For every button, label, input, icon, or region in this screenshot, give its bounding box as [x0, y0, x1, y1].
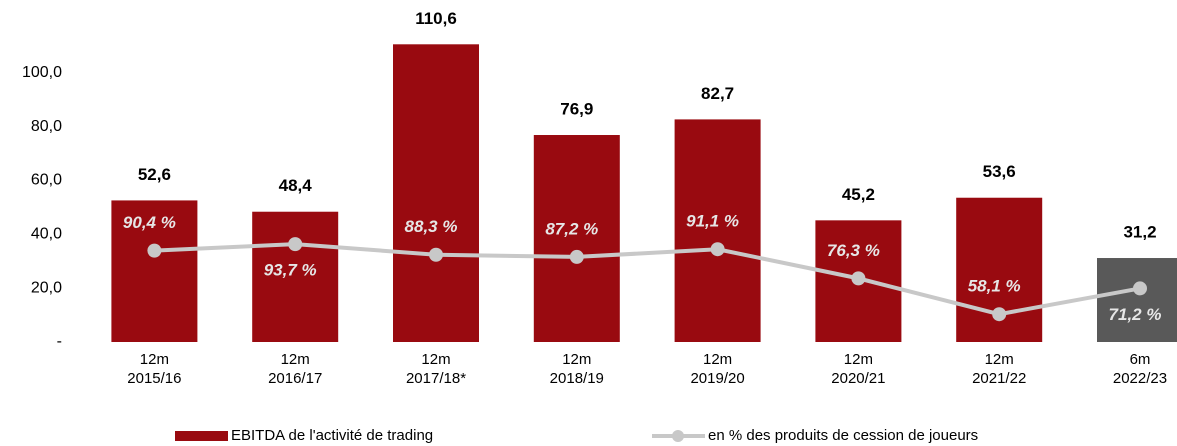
data-label: 48,4 [279, 176, 313, 195]
data-label: 71,2 % [1109, 305, 1162, 324]
bar [533, 135, 620, 342]
line-point [429, 247, 443, 262]
y-tick-label: 100,0 [22, 64, 62, 81]
x-tick-label: 6m 2022/23 [1112, 351, 1168, 387]
x-tick-label: 12m 2016/17 [268, 351, 323, 387]
bar [111, 200, 198, 342]
data-label: 82,7 [701, 84, 734, 103]
data-label: 31,2 [1123, 223, 1156, 242]
data-label: 45,2 [842, 185, 875, 204]
legend-label: EBITDA de l'activité de trading [231, 427, 433, 444]
y-tick-label: 40,0 [31, 226, 62, 243]
y-tick-label: 20,0 [31, 279, 62, 296]
bar [674, 119, 761, 342]
line-point [710, 242, 725, 257]
line [154, 242, 1141, 317]
y-tick-label: 80,0 [31, 118, 62, 135]
data-label: 52,6 [138, 165, 171, 184]
x-tick-label: 12m 2018/19 [549, 351, 604, 387]
x-tick-label: 12m 2019/20 [690, 351, 745, 387]
data-label: 88,3 % [405, 217, 458, 236]
data-label: 91,1 % [686, 212, 739, 231]
line-point [1133, 281, 1147, 296]
bar [1097, 258, 1177, 342]
line-point [288, 237, 303, 252]
x-tick-label: 12m 2020/21 [831, 351, 886, 387]
y-tick-label: - [57, 333, 62, 350]
x-tick-label: 12m 2017/18* [405, 351, 467, 387]
data-label: 76,9 [560, 99, 593, 118]
data-label: 93,7 % [264, 261, 317, 280]
legend-swatch [672, 430, 684, 442]
data-label: 110,6 [415, 9, 457, 28]
legend-swatch [175, 431, 228, 441]
y-tick-label: 60,0 [31, 172, 62, 189]
line-point [851, 271, 866, 286]
line-point [569, 249, 584, 264]
bar [393, 44, 479, 342]
line-point [992, 307, 1007, 322]
data-label: 53,6 [983, 162, 1016, 181]
x-tick-label: 12m 2021/22 [972, 351, 1027, 387]
data-label: 58,1 % [968, 277, 1021, 296]
x-tick-label: 12m 2015/16 [127, 351, 182, 387]
line-point [147, 243, 162, 258]
legend-label: en % des produits de cession de joueurs [708, 427, 978, 444]
data-label: 76,3 % [827, 241, 880, 260]
bar [252, 211, 339, 342]
data-label: 90,4 % [123, 213, 176, 232]
data-label: 87,2 % [545, 219, 598, 238]
